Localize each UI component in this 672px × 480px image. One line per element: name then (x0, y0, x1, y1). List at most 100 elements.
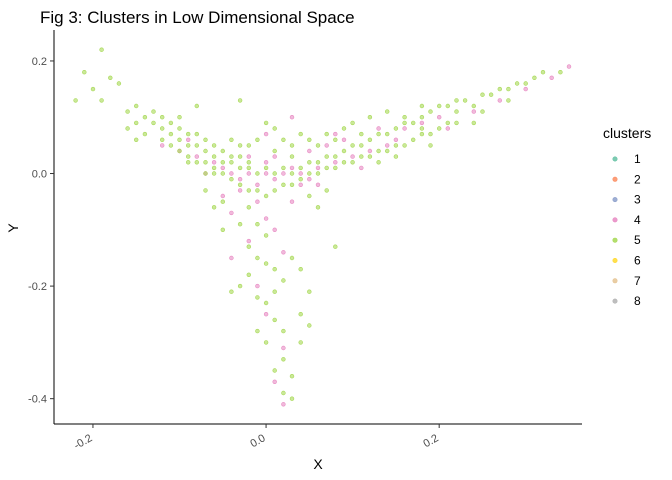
data-point-cluster-5 (229, 289, 234, 294)
data-point-cluster-5 (255, 222, 260, 227)
data-point-cluster-5 (82, 69, 87, 75)
data-point-cluster-4 (523, 86, 528, 92)
data-point-cluster-5 (506, 98, 511, 103)
data-point-cluster-5 (367, 114, 373, 120)
legend-label-7: 7 (634, 274, 641, 288)
data-point-cluster-5 (298, 177, 303, 182)
data-point-cluster-5 (480, 92, 485, 97)
data-point-cluster-5 (350, 160, 355, 165)
data-point-cluster-5 (229, 154, 234, 159)
data-point-cluster-4 (281, 250, 286, 255)
data-point-cluster-5 (255, 171, 260, 176)
data-point-cluster-4 (341, 137, 347, 143)
data-point-cluster-5 (229, 160, 234, 165)
legend-label-8: 8 (634, 294, 641, 308)
data-point-cluster-5 (333, 244, 338, 249)
data-point-cluster-5 (272, 188, 277, 193)
data-point-cluster-5 (151, 109, 156, 114)
data-point-cluster-4 (229, 171, 234, 176)
data-point-cluster-5 (532, 75, 537, 81)
data-point-cluster-5 (151, 120, 156, 126)
data-point-cluster-4 (307, 148, 312, 154)
data-point-cluster-5 (203, 171, 208, 176)
data-point-cluster-4 (229, 255, 234, 261)
data-point-cluster-5 (272, 171, 277, 176)
data-point-cluster-5 (289, 255, 295, 261)
data-point-cluster-5 (237, 154, 243, 159)
data-point-cluster-4 (246, 171, 252, 176)
data-point-cluster-5 (99, 47, 104, 52)
data-point-cluster-4 (350, 154, 355, 159)
data-point-cluster-5 (281, 137, 286, 143)
data-point-cluster-5 (315, 171, 321, 176)
data-point-cluster-5 (359, 154, 364, 159)
data-point-cluster-4 (272, 154, 277, 159)
data-point-cluster-5 (454, 120, 459, 126)
legend-title: clusters (603, 125, 651, 141)
data-point-cluster-5 (116, 81, 122, 86)
data-point-cluster-5 (506, 86, 511, 92)
data-point-cluster-5 (255, 188, 260, 193)
data-point-cluster-4 (497, 98, 502, 103)
data-point-cluster-5 (333, 137, 338, 143)
data-point-cluster-5 (237, 143, 243, 148)
y-tick-label: 0.2 (32, 56, 47, 68)
legend-key-3 (612, 197, 618, 203)
legend-key-4 (612, 217, 618, 223)
data-point-cluster-5 (186, 143, 191, 148)
data-point-cluster-5 (462, 98, 468, 103)
data-point-cluster-4 (359, 165, 364, 171)
legend-label-1: 1 (634, 152, 641, 166)
data-point-cluster-5 (393, 154, 399, 159)
data-point-cluster-5 (246, 160, 252, 165)
data-point-cluster-4 (263, 131, 269, 137)
data-point-cluster-5 (263, 340, 269, 345)
chart-title: Fig 3: Clusters in Low Dimensional Space (40, 8, 355, 27)
data-point-cluster-4 (437, 114, 442, 120)
data-point-cluster-5 (376, 160, 381, 165)
data-point-cluster-5 (272, 267, 277, 272)
data-point-cluster-5 (220, 171, 226, 176)
data-point-cluster-5 (186, 131, 191, 137)
data-point-cluster-5 (454, 98, 459, 103)
data-point-cluster-5 (211, 171, 217, 176)
data-point-cluster-4 (402, 126, 407, 131)
data-point-cluster-5 (168, 143, 174, 148)
data-point-cluster-5 (255, 255, 260, 261)
legend-key-8 (612, 298, 618, 304)
data-point-cluster-5 (324, 131, 329, 137)
data-point-cluster-5 (125, 126, 130, 131)
data-point-cluster-5 (298, 340, 303, 345)
data-point-cluster-4 (333, 131, 338, 137)
data-point-cluster-5 (220, 227, 226, 233)
data-point-cluster-5 (324, 154, 329, 159)
legend-label-6: 6 (634, 254, 641, 268)
data-point-cluster-5 (350, 120, 355, 126)
y-tick-label: -0.2 (28, 281, 47, 293)
data-point-cluster-5 (454, 109, 459, 114)
data-point-cluster-4 (186, 137, 191, 143)
data-point-cluster-5 (99, 98, 104, 103)
data-point-cluster-5 (298, 312, 303, 317)
legend-key-6 (612, 257, 618, 263)
data-point-cluster-4 (255, 182, 260, 188)
data-point-cluster-5 (411, 137, 416, 143)
data-point-cluster-5 (220, 199, 226, 204)
data-point-cluster-5 (315, 160, 321, 165)
points-layer (73, 47, 572, 407)
data-point-cluster-4 (367, 148, 373, 154)
data-point-cluster-4 (315, 165, 321, 171)
data-point-cluster-5 (246, 272, 252, 277)
data-point-cluster-5 (134, 120, 139, 126)
data-point-cluster-5 (160, 137, 165, 143)
data-point-cluster-5 (402, 143, 407, 148)
data-point-cluster-5 (237, 283, 243, 289)
data-point-cluster-5 (419, 103, 425, 109)
data-point-cluster-5 (315, 143, 321, 148)
data-point-cluster-5 (255, 137, 260, 143)
data-point-cluster-4 (237, 188, 243, 193)
data-point-cluster-5 (203, 137, 208, 143)
data-point-cluster-4 (549, 75, 554, 81)
data-point-cluster-5 (411, 120, 416, 126)
data-point-cluster-5 (73, 98, 78, 103)
